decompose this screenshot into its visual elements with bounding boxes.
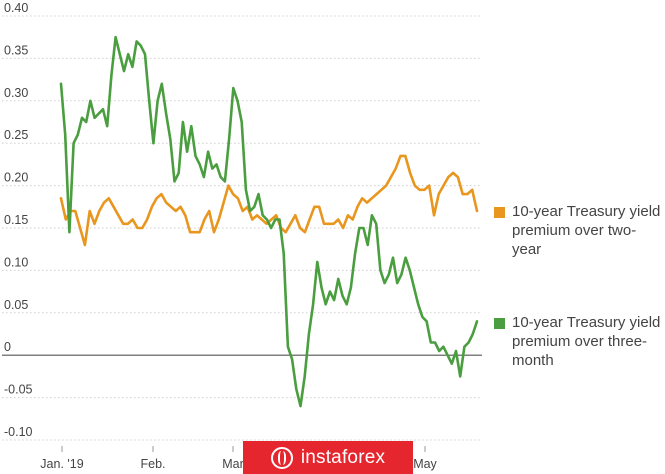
x-tick-label: Mar [222, 457, 244, 471]
x-axis-ticks: Jan. '19 Feb. Mar May [40, 446, 438, 471]
legend-item-two-year: 10-year Treasury yield premium over two-… [494, 202, 662, 259]
legend-swatch-three-month [494, 318, 505, 329]
x-tick-label: Feb. [140, 457, 165, 471]
y-tick-label: 0.05 [4, 298, 28, 312]
y-tick-label: 0.30 [4, 86, 28, 100]
y-tick-label: 0.25 [4, 128, 28, 142]
x-tick-label: May [413, 457, 437, 471]
legend-swatch-two-year [494, 207, 505, 218]
y-tick-label: 0.20 [4, 171, 28, 185]
y-tick-label: 0.10 [4, 255, 28, 269]
legend-item-three-month: 10-year Treasury yield premium over thre… [494, 313, 662, 370]
y-tick-label: 0.40 [4, 1, 28, 15]
legend-label-three-month: 10-year Treasury yield premium over thre… [512, 314, 661, 369]
instaforex-watermark: instaforex [243, 441, 413, 474]
y-tick-label: -0.10 [4, 425, 33, 439]
instaforex-logo-icon [270, 446, 293, 469]
watermark-text: instaforex [300, 446, 386, 468]
y-tick-label: -0.05 [4, 383, 33, 397]
series-lines [59, 35, 479, 408]
series-line-two-year [59, 154, 479, 247]
y-tick-label: 0.15 [4, 213, 28, 227]
y-tick-label: 0 [4, 340, 11, 354]
grid-lines [2, 15, 482, 441]
legend-label-two-year: 10-year Treasury yield premium over two-… [512, 203, 661, 258]
series-line-three-month [59, 35, 479, 408]
y-tick-label: 0.35 [4, 43, 28, 57]
x-tick-label: Jan. '19 [40, 457, 83, 471]
y-axis-ticks: 0.40 0.35 0.30 0.25 0.20 0.15 0.10 0.05 0 -0.05 -0… [4, 1, 33, 439]
